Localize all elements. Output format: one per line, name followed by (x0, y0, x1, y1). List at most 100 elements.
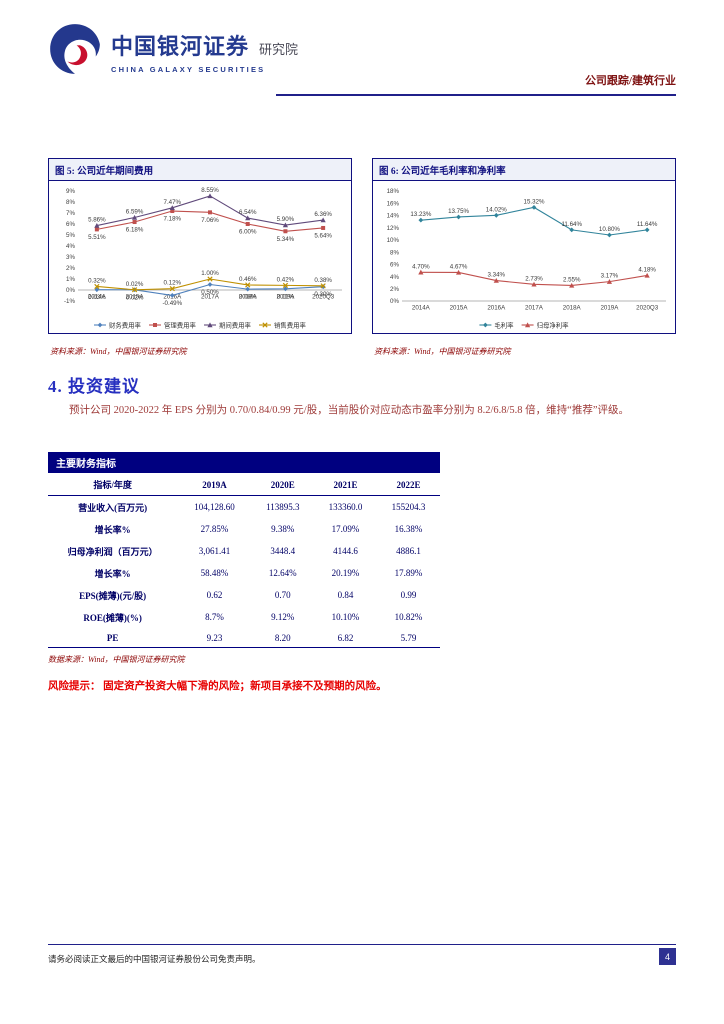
svg-text:14%: 14% (387, 213, 400, 220)
data-label: -0.49% (162, 300, 182, 307)
svg-text:2020Q3: 2020Q3 (636, 305, 659, 312)
svg-text:12%: 12% (387, 225, 400, 232)
financial-table-block: 主要财务指标 指标/年度 2019A 2020E 2021E 2022E 营业收入(百万元… (48, 452, 440, 665)
brand-text-block: 中国银河证券 研究院 CHINA GALAXY SECURITIES (111, 22, 298, 74)
svg-text:3%: 3% (66, 254, 75, 261)
brand-name-en: CHINA GALAXY SECURITIES (111, 65, 266, 74)
chart-series-毛利率: 13.23% 13.75% 14.02% 15.32% 11.64% 10.80% 11.6… (410, 198, 658, 238)
svg-text:2019A: 2019A (276, 294, 295, 301)
figure-5-column: 图 5: 公司近年期间费用 -1% 0% 1% 2% 3% 4% 5% 6% 7% 8% 9% 201… (48, 158, 352, 357)
data-label: 14.02% (486, 206, 507, 213)
chart-series-归母净利率: 4.70% 4.67% 3.34% 2.73% 2.55% 3.17% 4.18% (412, 263, 656, 288)
data-label: 2.73% (525, 275, 543, 282)
row-label: PE (106, 632, 119, 643)
table-row: 增长率% 58.48% 12.64% 20.19% 17.89% (48, 562, 440, 584)
table-row: ROE(摊薄)(%) 8.7% 9.12% 10.10% 10.82% (48, 606, 440, 628)
table-column-header: 指标/年度 (48, 474, 178, 496)
svg-text:财务费用率: 财务费用率 (109, 321, 142, 330)
data-label: 2.55% (563, 276, 581, 283)
svg-text:2014A: 2014A (88, 294, 107, 301)
data-label: 7.06% (201, 217, 219, 224)
table-cell: 4144.6 (333, 546, 358, 556)
table-cell: 5.79 (400, 632, 417, 643)
figure-6-column: 图 6: 公司近年毛利率和净利率 0% 2% 4% 6% 8% 10% 12% 14% 16% 1… (372, 158, 676, 357)
svg-text:9%: 9% (66, 188, 75, 195)
table-cell: 8.20 (274, 632, 291, 643)
data-label: 1.00% (201, 270, 219, 277)
svg-text:-1%: -1% (64, 298, 76, 305)
chart-axes: 0% 2% 4% 6% 8% 10% 12% 14% 16% 18% 2014A 2015A 2016A… (387, 188, 666, 312)
data-label: 15.32% (524, 198, 545, 205)
data-label: 8.55% (201, 187, 219, 194)
svg-text:1%: 1% (66, 276, 75, 283)
data-label: 5.64% (314, 232, 332, 239)
table-column-header: 2020E (251, 474, 315, 496)
svg-text:4%: 4% (66, 243, 75, 250)
figure-6-box: 图 6: 公司近年毛利率和净利率 0% 2% 4% 6% 8% 10% 12% 14% 16% 1… (372, 158, 676, 334)
svg-text:2018A: 2018A (563, 305, 582, 312)
data-label: 5.86% (88, 217, 106, 224)
page-header: 中国银河证券 研究院 CHINA GALAXY SECURITIES 公司跟踪/… (48, 22, 676, 96)
chart-legend: 毛利率 归母净利率 (479, 321, 569, 330)
svg-text:2017A: 2017A (201, 294, 220, 301)
row-label: 归母净利润（百万元） (67, 546, 158, 557)
svg-text:8%: 8% (66, 199, 75, 206)
svg-text:毛利率: 毛利率 (494, 321, 514, 330)
data-label: 6.59% (126, 209, 144, 216)
data-label: 13.75% (448, 208, 469, 215)
data-label: 13.23% (410, 211, 431, 218)
data-label: 7.47% (164, 199, 182, 206)
svg-text:2019A: 2019A (600, 305, 619, 312)
table-cell: 17.09% (331, 524, 360, 534)
table-row: 增长率% 27.85% 9.38% 17.09% 16.38% (48, 518, 440, 540)
data-label: 6.54% (239, 209, 257, 216)
table-cell: 155204.3 (391, 502, 426, 512)
table-cell: 9.23 (206, 632, 223, 643)
header-rule (276, 94, 676, 96)
investment-advice-paragraph: 预计公司 2020-2022 年 EPS 分别为 0.70/0.84/0.99 … (69, 405, 629, 416)
table-cell: 4886.1 (396, 546, 421, 556)
svg-text:2%: 2% (390, 286, 399, 293)
data-label: 5.90% (277, 216, 295, 223)
table-cell: 10.10% (331, 612, 360, 622)
data-label: 5.51% (88, 234, 106, 241)
data-label: 11.64% (637, 221, 658, 228)
data-label: 0.11% (277, 293, 295, 300)
table-cell: 3,061.41 (198, 546, 231, 556)
figure-6-title: 图 6: 公司近年毛利率和净利率 (373, 159, 675, 181)
table-cell: 10.82% (394, 612, 423, 622)
table-row: PE 9.23 8.20 6.82 5.79 (48, 628, 440, 648)
svg-text:10%: 10% (387, 237, 400, 244)
svg-text:2015A: 2015A (450, 305, 469, 312)
svg-text:2020Q3: 2020Q3 (312, 294, 335, 301)
table-cell: 16.38% (394, 524, 423, 534)
table-column-header: 2019A (177, 474, 252, 496)
row-label: 营业收入(百万元) (78, 502, 148, 513)
data-label: 4.67% (450, 263, 468, 270)
table-cell: 6.82 (337, 632, 354, 643)
svg-text:18%: 18% (387, 188, 400, 195)
svg-text:2014A: 2014A (412, 305, 431, 312)
data-label: 0.02% (126, 294, 144, 301)
data-label: 0.12% (164, 280, 182, 287)
galaxy-logo-icon (48, 22, 102, 76)
table-cell: 0.70 (274, 590, 291, 600)
chart-series-管理费用率: 5.51% 6.18% 7.18% 7.06% 6.00% 5.34% 5.64% (88, 209, 332, 243)
data-label: 0.38% (314, 277, 332, 284)
chart-series-期间费用率: 5.86% 6.59% 7.47% 8.55% 6.54% 5.90% 6.36% (88, 187, 332, 228)
table-cell: 20.19% (331, 568, 360, 578)
table-cell: 0.84 (337, 590, 354, 600)
svg-text:0%: 0% (390, 298, 399, 305)
data-label: 6.18% (126, 227, 144, 234)
table-row: 营业收入(百万元) 104,128.60 113895.3 133360.0 15520… (48, 496, 440, 519)
table-title: 主要财务指标 (48, 452, 440, 473)
report-category-tag: 公司跟踪/建筑行业 (584, 75, 676, 87)
table-cell: 9.12% (271, 612, 295, 622)
row-label: 增长率% (94, 568, 131, 579)
table-cell: 58.48% (200, 568, 229, 578)
section-heading: 4. 投资建议 (48, 377, 140, 396)
svg-text:6%: 6% (66, 221, 75, 228)
figure-6-source: 资料来源：Wind，中国银河证券研究院 (374, 347, 511, 356)
svg-text:5%: 5% (66, 232, 75, 239)
row-label: ROE(摊薄)(%) (83, 612, 142, 623)
